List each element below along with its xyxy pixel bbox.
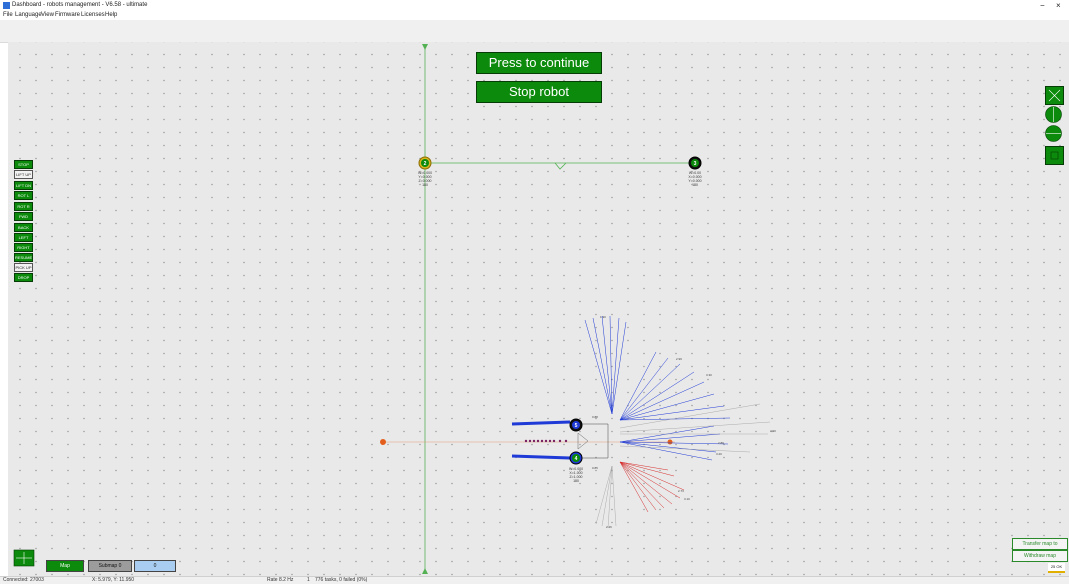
node-2-line-4: 180: [422, 183, 428, 187]
robot-trail: [524, 439, 568, 443]
left-panel-button-12[interactable]: DROP: [14, 273, 33, 282]
left-panel-button-1[interactable]: STOP: [14, 160, 33, 169]
left-panel-button-9[interactable]: RIGHT: [14, 243, 33, 252]
continue-button[interactable]: Press to continue: [476, 52, 602, 74]
submap-tab-button[interactable]: Submap 0: [88, 560, 132, 572]
zoom-out-icon[interactable]: [1045, 125, 1062, 142]
node-3-line-1: W=0.00: [689, 171, 701, 175]
scanner-rays-gray: [595, 403, 771, 529]
stop-robot-button[interactable]: Stop robot: [476, 81, 602, 103]
ray-label-5: 0.88: [592, 415, 598, 419]
status-tasks: 776 tasks, 0 failed (0%): [315, 577, 368, 583]
node-4-line-1: W=0.000: [569, 467, 583, 471]
left-panel-button-2[interactable]: LIFT UP: [14, 170, 33, 179]
path-direction-icon: [554, 162, 567, 170]
track-end-marker: [667, 439, 673, 445]
node-5-number: 5: [575, 423, 578, 429]
ray-label-10: 0.85: [592, 466, 598, 470]
toolbar: [0, 20, 1069, 43]
window-title: Dashboard - robots management - V6.58 - …: [12, 2, 148, 8]
node-3-number: 3: [694, 161, 697, 167]
node-4-number: 4: [575, 456, 578, 462]
node-2-line-2: Y=0.000: [418, 175, 431, 179]
status-coordinates: X: 5.979, Y: 11.950: [92, 577, 135, 583]
map-node-3[interactable]: 3 W=0.00 X=0.000 Y=0.000 180: [688, 156, 702, 187]
zoom-level-indicator: 25 OK: [1048, 563, 1065, 573]
left-panel-button-7[interactable]: BACK: [14, 223, 33, 232]
menu-view[interactable]: View: [41, 12, 54, 18]
map-view[interactable]: 2 W=0.000 Y=0.000 Z=0.000 180 3 W=0.00 X…: [8, 42, 1069, 576]
robot-outline: [570, 423, 609, 459]
node-4-line-4: 180: [573, 479, 579, 483]
status-connection: Connected: 27003: [3, 577, 44, 583]
map-node-4[interactable]: 4 W=0.000 X=1.000 Z=1.000 180: [569, 451, 583, 483]
scanner-rays-blue: [584, 315, 731, 461]
fit-view-icon[interactable]: [1045, 86, 1064, 105]
withdraw-map-button[interactable]: Withdraw map: [1012, 550, 1068, 562]
left-panel-button-3[interactable]: LIFT DN: [14, 181, 33, 190]
ray-label-7: 3.20: [716, 452, 722, 456]
node-4-line-3: Z=1.000: [570, 475, 583, 479]
map-tab-button[interactable]: Map: [46, 560, 84, 572]
status-bar: Connected: 27003 X: 5.979, Y: 11.950 Rat…: [0, 576, 1069, 584]
zoom-in-icon[interactable]: [1045, 106, 1062, 123]
left-panel-button-6[interactable]: FWD: [14, 212, 33, 221]
menu-firmware[interactable]: Firmware: [55, 12, 80, 18]
robot-heading-icon: [577, 432, 589, 450]
submap-index-field[interactable]: 0: [134, 560, 176, 572]
left-panel-button-10[interactable]: RESUME: [14, 253, 33, 262]
scanner-rays-red: [619, 461, 685, 513]
compass-icon[interactable]: [13, 549, 35, 567]
menu-licenses[interactable]: Licenses: [81, 12, 105, 18]
status-rate: Rate 8.2 Hz: [267, 577, 294, 583]
menu-language[interactable]: Language: [15, 12, 42, 18]
ray-label-11: 2.46: [606, 525, 612, 529]
map-canvas[interactable]: 2 W=0.000 Y=0.000 Z=0.000 180 3 W=0.00 X…: [8, 42, 1069, 576]
map-node-5[interactable]: 5: [569, 418, 583, 432]
robot-forks: [511, 420, 571, 460]
ray-label-2: 2.99: [676, 357, 682, 361]
track-start-marker: [380, 439, 386, 445]
ray-label-9: 3.10: [684, 497, 690, 501]
ray-label-8: 2.73: [678, 489, 684, 493]
node-2-line-3: Z=0.000: [419, 179, 432, 183]
node-2-line-1: W=0.000: [418, 171, 432, 175]
center-robot-icon[interactable]: [1045, 146, 1064, 165]
node-3-line-3: Y=0.000: [688, 179, 701, 183]
title-bar: Dashboard - robots management - V6.58 - …: [0, 0, 1069, 11]
left-panel-button-5[interactable]: ROT R: [14, 202, 33, 211]
axis-arrow-bottom-icon: [422, 568, 428, 574]
node-2-number: 2: [424, 161, 427, 167]
left-panel-button-11[interactable]: PICK UP: [14, 263, 33, 272]
app-icon: [3, 2, 10, 9]
menu-help[interactable]: Help: [105, 12, 118, 18]
ray-label-3: 3.30: [706, 373, 712, 377]
node-3-line-4: 180: [692, 183, 698, 187]
ray-label-4: 2.90: [770, 429, 776, 433]
left-panel-button-8[interactable]: LEFT: [14, 233, 33, 242]
left-panel-button-4[interactable]: ROT L: [14, 191, 33, 200]
menu-file[interactable]: File: [3, 12, 13, 18]
close-icon[interactable]: ×: [1056, 1, 1061, 10]
menu-bar: File Language View Firmware Licenses Hel…: [0, 11, 1069, 20]
status-count: 1: [307, 577, 310, 583]
transfer-map-button[interactable]: Transfer map to: [1012, 538, 1068, 550]
map-node-2[interactable]: 2 W=0.000 Y=0.000 Z=0.000 180: [418, 156, 432, 187]
node-4-line-2: X=1.000: [569, 471, 582, 475]
axis-arrow-top-icon: [422, 44, 428, 50]
minimize-icon[interactable]: −: [1040, 1, 1045, 10]
node-3-line-2: X=0.000: [688, 175, 701, 179]
ray-label-1: 1.90: [600, 315, 606, 319]
ray-label-6: 2.89: [718, 441, 724, 445]
